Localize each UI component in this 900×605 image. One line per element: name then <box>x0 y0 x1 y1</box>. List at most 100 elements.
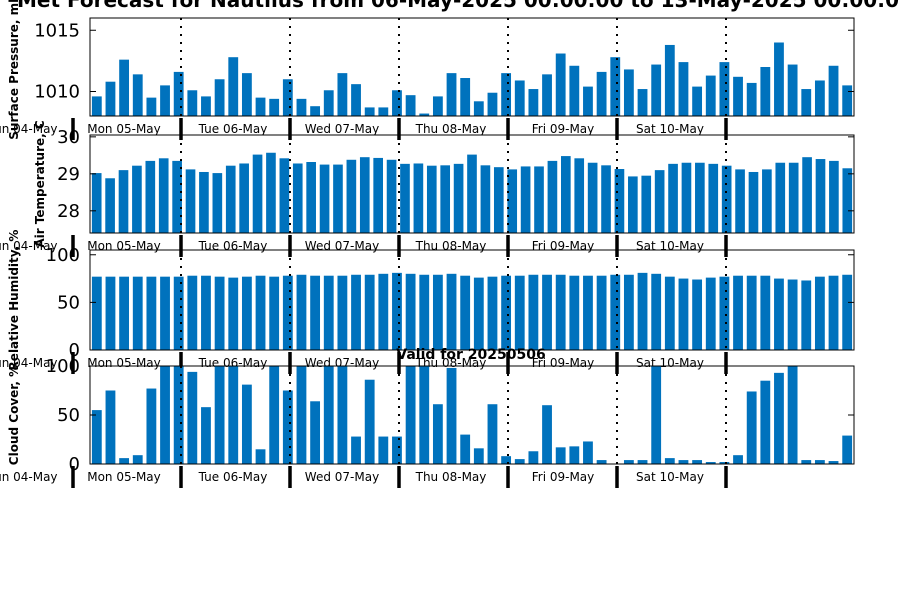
bar <box>214 366 225 464</box>
bar <box>692 86 703 116</box>
x-tick-label: Sat 10-May <box>636 122 704 136</box>
bar <box>828 65 839 116</box>
bar <box>146 276 157 350</box>
bar <box>641 175 652 233</box>
bar <box>201 407 211 464</box>
bar <box>623 460 634 464</box>
bar <box>801 460 812 464</box>
x-tick-label: Thu 08-May <box>415 122 487 136</box>
x-tick-label: Thu 08-May <box>415 470 487 484</box>
bar <box>596 460 607 464</box>
bar <box>392 436 402 464</box>
bar <box>392 272 402 350</box>
bar <box>201 275 211 350</box>
bar <box>801 280 812 350</box>
bar <box>569 275 580 350</box>
bar <box>760 380 771 464</box>
bar <box>105 81 116 116</box>
bar <box>760 275 771 350</box>
bar <box>351 436 361 464</box>
y-tick-label: 100 <box>46 245 80 266</box>
bar <box>359 157 370 233</box>
y-tick-label: 100 <box>46 356 80 377</box>
y-tick-label: 30 <box>57 127 80 148</box>
bar <box>788 162 799 233</box>
bar <box>695 162 705 233</box>
bar <box>132 74 143 116</box>
bar <box>542 274 552 350</box>
bar <box>542 74 552 116</box>
bar <box>446 73 457 117</box>
y-tick-label: 50 <box>57 292 80 313</box>
bar <box>733 275 743 350</box>
bar <box>460 434 471 464</box>
bar <box>583 86 593 116</box>
bar <box>386 159 397 233</box>
bar <box>501 456 512 464</box>
bar <box>828 461 839 464</box>
bar <box>528 451 539 464</box>
bar <box>255 97 266 117</box>
bar <box>241 276 252 350</box>
bar <box>842 85 853 117</box>
y-axis-label: Surface Pressure, mb <box>7 0 21 140</box>
bar <box>547 160 558 233</box>
bar <box>651 366 662 464</box>
bar <box>678 460 689 464</box>
bar <box>774 372 784 464</box>
bar <box>105 276 116 350</box>
bar <box>105 178 115 233</box>
bar <box>160 276 170 350</box>
bar <box>214 276 225 350</box>
bar <box>269 276 280 350</box>
bar <box>119 276 130 350</box>
bar <box>828 275 839 350</box>
bar <box>306 162 316 233</box>
x-tick-label: Sun 04-May <box>0 122 58 136</box>
bar <box>480 165 491 233</box>
bar <box>132 455 143 464</box>
bar <box>775 162 786 233</box>
bar <box>514 80 525 116</box>
bar <box>623 274 634 350</box>
x-tick-label: Fri 09-May <box>532 239 595 253</box>
bar <box>413 163 424 233</box>
y-axis-label: Air Temperature, C <box>33 120 47 248</box>
bar <box>473 101 484 116</box>
bar <box>561 156 571 233</box>
bar <box>432 404 443 464</box>
bar <box>664 276 675 350</box>
bar <box>446 273 457 350</box>
bars <box>91 272 853 350</box>
panel-1: 1010 1015 Surface Pressure, mbSun 04-May Mo… <box>0 0 855 140</box>
bar <box>378 273 389 350</box>
x-tick-label: Sat 10-May <box>636 239 704 253</box>
bar <box>296 366 307 464</box>
bar <box>453 163 464 233</box>
bar <box>787 366 798 464</box>
bar <box>610 57 621 116</box>
x-tick-label: Mon 05-May <box>87 470 161 484</box>
bar <box>440 165 451 233</box>
bar <box>225 165 236 233</box>
bar <box>351 274 361 350</box>
bar <box>405 95 416 116</box>
bar <box>446 367 457 464</box>
bar <box>651 64 662 116</box>
y-tick-label: 0 <box>69 454 80 475</box>
x-tick-label: Wed 07-May <box>305 122 379 136</box>
x-tick-label: Wed 07-May <box>305 239 379 253</box>
bar <box>542 405 552 464</box>
bar <box>705 462 716 464</box>
y-axis-label: Cloud Cover, % <box>7 365 21 465</box>
bar <box>173 276 184 350</box>
bar <box>719 276 730 350</box>
bar <box>323 90 334 116</box>
y-axis-label: Relative Humidity, % <box>7 230 21 371</box>
bar <box>173 366 184 464</box>
bar <box>419 113 430 116</box>
panel-3: 0 50 100 Relative Humidity, %Sun 04-May Mon … <box>0 230 855 374</box>
x-tick-label: Tue 06-May <box>198 122 268 136</box>
bar <box>842 274 853 350</box>
